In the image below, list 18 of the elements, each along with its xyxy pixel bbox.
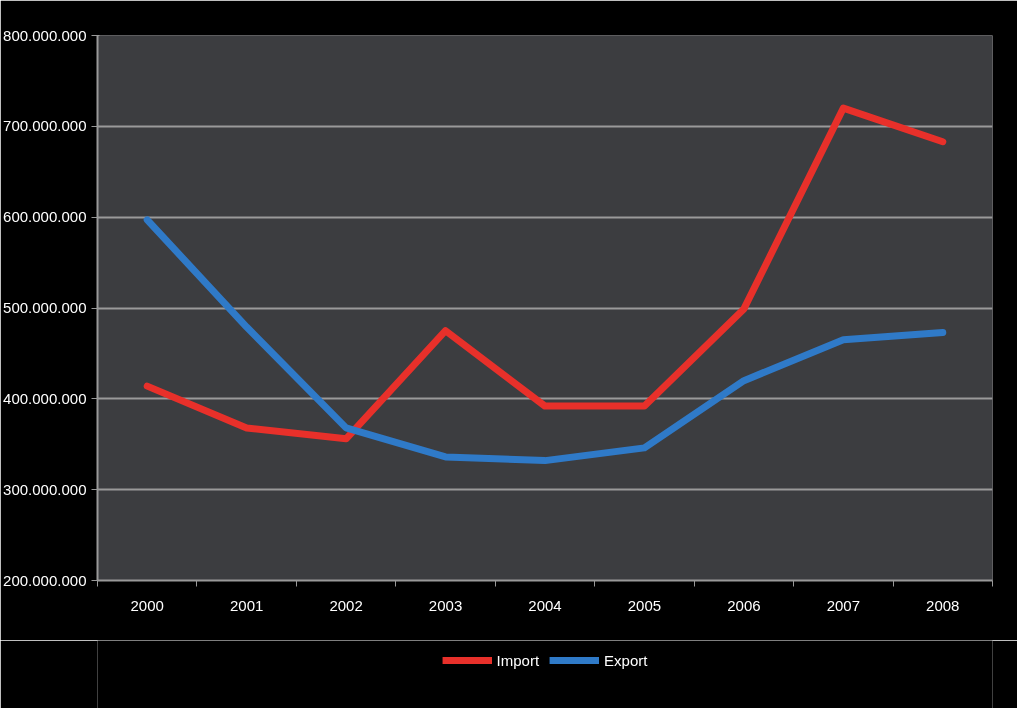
y-tick-label: 200.000.000 — [3, 571, 87, 589]
x-tick-label: 2004 — [528, 596, 562, 614]
y-tick-label: 800.000.000 — [3, 26, 87, 44]
x-tick-label: 2005 — [627, 596, 662, 614]
legend-label: Export — [604, 651, 648, 669]
y-tick-label: 300.000.000 — [3, 480, 87, 498]
x-tick-label: 2006 — [727, 596, 761, 614]
y-tick-label: 600.000.000 — [3, 208, 87, 226]
y-tick-label: 400.000.000 — [3, 389, 87, 407]
x-tick-label: 2000 — [130, 596, 164, 614]
x-tick-label: 2003 — [428, 596, 463, 614]
x-tick-label: 2007 — [826, 596, 861, 614]
legend-label: Import — [496, 651, 540, 669]
x-tick-label: 2008 — [926, 596, 960, 614]
y-tick-label: 700.000.000 — [3, 117, 87, 135]
x-tick-label: 2002 — [329, 596, 363, 614]
y-tick-label: 500.000.000 — [3, 299, 87, 316]
x-tick-label: 2001 — [229, 596, 264, 614]
